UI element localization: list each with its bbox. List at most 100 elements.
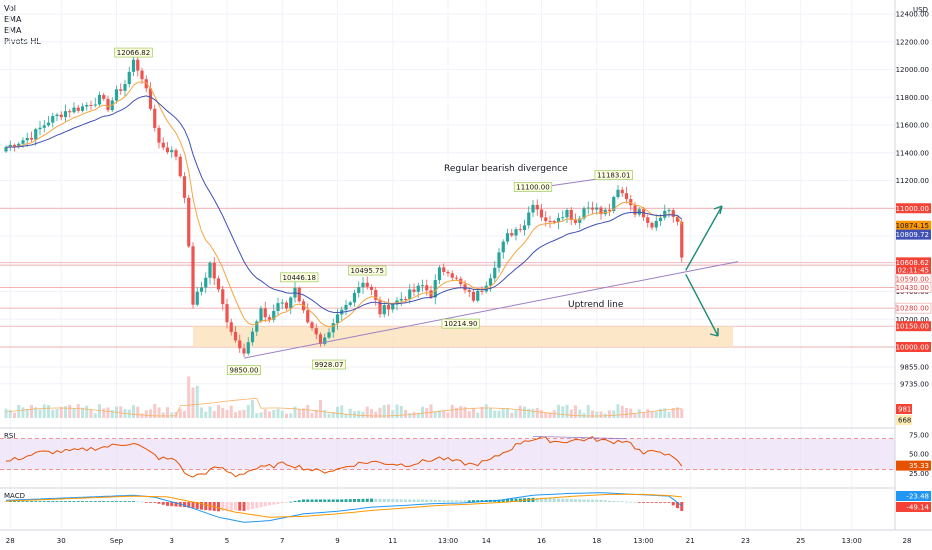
pivot-label-3: 11100.00 [513, 182, 553, 192]
rsi-pane[interactable]: RSI [0, 427, 932, 478]
volume-bar [467, 411, 471, 418]
price-tick-14: 9735.00 [900, 380, 929, 388]
volume-bar [59, 406, 63, 418]
macd-histogram-bar [676, 502, 679, 509]
price-level-tag-2: 10809.72 [896, 229, 931, 240]
volume-bar [106, 407, 110, 418]
candle-body [501, 241, 505, 253]
candle-body [12, 144, 17, 147]
candle-body [157, 127, 161, 143]
macd-histogram-bar [629, 501, 633, 503]
volume-bar [421, 406, 424, 418]
price-level-tag-text: 11000.00 [896, 205, 929, 213]
price-level-tag-box [896, 220, 931, 231]
candle-body [42, 125, 46, 128]
candle-body [510, 233, 514, 236]
candle [289, 296, 293, 315]
legend-ema-fast[interactable]: EMA [4, 15, 22, 24]
candle-body [348, 302, 352, 305]
price-level-tag-6: 10430.00 [896, 282, 932, 293]
macd-histogram-bar [433, 499, 437, 502]
volume-bar [535, 407, 539, 418]
candle-body [127, 71, 131, 85]
macd-label: MACD [4, 492, 25, 500]
legend-ema-slow[interactable]: EMA [4, 26, 22, 35]
arrow-up-icon [713, 205, 723, 215]
volume-bar [238, 410, 242, 418]
rsi-divergence-line [532, 435, 627, 440]
volume-bar [47, 405, 50, 418]
macd-histogram-bar [123, 501, 127, 502]
macd-histogram-bar [463, 500, 467, 502]
candle-body [378, 299, 382, 315]
candle [667, 207, 671, 218]
pivot-label-box [280, 272, 319, 283]
candle [127, 66, 131, 88]
candle-body [607, 209, 612, 211]
macd-histogram-bar [540, 498, 543, 502]
candle-body [21, 140, 25, 144]
macd-histogram-bar [81, 501, 84, 502]
macd-histogram-bar [654, 502, 658, 503]
drawings[interactable]: Regular bearish divergence Uptrend line [243, 164, 739, 359]
candle-body [80, 106, 85, 111]
ema-lines [5, 81, 683, 328]
rsi-tick-0: 75.00 [909, 431, 929, 439]
candle [391, 303, 395, 313]
macd-histogram-bar [331, 499, 335, 502]
volume-bar [17, 405, 21, 418]
candle-body [633, 205, 637, 215]
macd-histogram-bar [671, 502, 675, 506]
time-tick-16: 13:00 [842, 537, 862, 545]
candle [38, 120, 42, 136]
ema-fast-line [5, 81, 683, 328]
candle [46, 116, 51, 127]
volume-bar [297, 409, 301, 418]
volume-bar [612, 410, 616, 418]
macd-histogram-bar [76, 501, 80, 502]
volume-bar [64, 406, 67, 418]
pivot-label-2: 10495.75 [348, 265, 387, 276]
pivot-label-text: 11100.00 [516, 183, 549, 191]
macd-histogram-bar [115, 501, 118, 502]
candle [68, 108, 72, 118]
candle [654, 214, 658, 231]
candle [467, 288, 471, 298]
volume-bar [646, 409, 650, 418]
candle [199, 281, 204, 296]
macd-signal-line [5, 493, 682, 518]
candle [433, 274, 437, 305]
volume-bar [242, 409, 246, 418]
candle-body [514, 229, 518, 236]
macd-histogram-bar [391, 499, 395, 502]
candle-body [416, 285, 420, 292]
volume-bar [85, 405, 89, 418]
candle-body [272, 310, 276, 320]
candle-body [522, 225, 527, 231]
macd-histogram-bar [221, 502, 225, 512]
macd-pane[interactable]: MACD [0, 487, 932, 523]
candle [348, 300, 352, 308]
price-tick-2: 12000.00 [896, 66, 929, 74]
macd-histogram-bar [365, 498, 369, 502]
volume-bar [119, 406, 123, 418]
macd-histogram-bar [225, 502, 229, 511]
candle-body [318, 334, 323, 345]
macd-histogram-bar [263, 502, 267, 507]
candle-body [195, 291, 199, 305]
macd-histogram-bar [442, 500, 446, 502]
volume-bar [331, 412, 335, 418]
candle [535, 199, 539, 216]
volume-bar [442, 410, 446, 418]
macd-histogram-bar [497, 499, 501, 502]
macd-histogram-bar [370, 498, 373, 502]
macd-histogram-bar [336, 499, 339, 502]
price-level-tag-3: 10608.62 [896, 257, 931, 268]
macd-histogram-bar [68, 501, 72, 502]
time-axis[interactable]: 28 30 Sep 3 5 7 9 11 13:00 14 16 18 13:00 21 23 25 13:00… [0, 529, 932, 550]
price-level-tag-text: 10430.00 [896, 284, 929, 292]
macd-histogram-bar [412, 499, 416, 502]
macd-histogram-bar [13, 501, 16, 502]
